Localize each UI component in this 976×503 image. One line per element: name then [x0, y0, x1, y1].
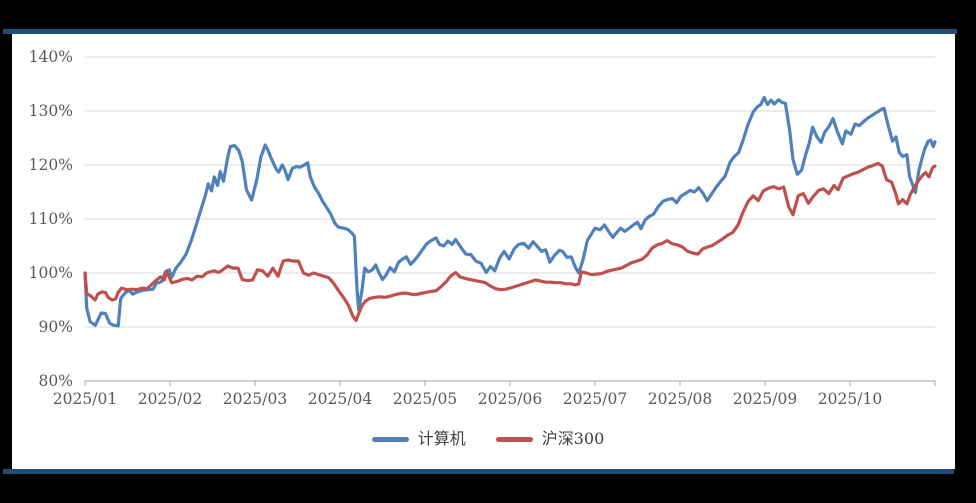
- x-axis-tick-label: 2025/05: [393, 390, 457, 408]
- x-axis-tick-label: 2025/10: [818, 390, 882, 408]
- y-axis-tick-label: 110%: [29, 210, 73, 228]
- y-axis-tick-label: 140%: [29, 48, 73, 66]
- top-accent-bar: [3, 29, 957, 34]
- bottom-accent-bar: [3, 469, 954, 474]
- legend-item-csi300: 沪深300: [495, 429, 605, 448]
- legend-item-computer: 计算机: [371, 429, 466, 448]
- y-axis-tick-label: 90%: [39, 318, 73, 336]
- y-axis-tick-label: 120%: [29, 156, 73, 174]
- y-axis-tick-label: 130%: [29, 102, 73, 120]
- legend-label-csi300: 沪深300: [541, 429, 605, 448]
- line-series-1: [83, 161, 937, 323]
- x-axis-tick-label: 2025/01: [53, 390, 117, 408]
- x-axis-tick-label: 2025/02: [138, 390, 202, 408]
- legend-swatch-csi300: [495, 436, 533, 442]
- x-axis-tick-label: 2025/04: [308, 390, 373, 408]
- x-axis-tick-label: 2025/03: [223, 390, 287, 408]
- line-series-0: [83, 95, 937, 328]
- x-axis-tick-label: 2025/08: [648, 390, 712, 408]
- x-axis-tick-label: 2025/09: [733, 390, 797, 408]
- x-axis-tick-label: 2025/07: [563, 390, 627, 408]
- chart-legend: 计算机 沪深300: [0, 431, 976, 447]
- legend-swatch-computer: [371, 436, 409, 442]
- legend-label-computer: 计算机: [417, 429, 466, 448]
- y-axis-tick-label: 100%: [29, 264, 73, 282]
- x-axis-tick-label: 2025/06: [478, 390, 542, 408]
- chart-panel: [12, 34, 955, 469]
- y-axis-tick-label: 80%: [39, 372, 73, 390]
